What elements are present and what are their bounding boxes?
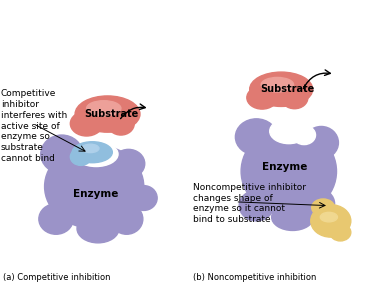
Ellipse shape xyxy=(270,119,308,144)
Ellipse shape xyxy=(272,204,314,231)
Ellipse shape xyxy=(300,188,335,219)
Text: (b) Noncompetitive inhibition: (b) Noncompetitive inhibition xyxy=(193,272,317,282)
Ellipse shape xyxy=(70,148,91,165)
Text: Enzyme: Enzyme xyxy=(74,189,119,199)
Text: Substrate: Substrate xyxy=(84,109,139,119)
Ellipse shape xyxy=(236,119,277,155)
Ellipse shape xyxy=(261,77,294,92)
Ellipse shape xyxy=(320,212,337,222)
Ellipse shape xyxy=(44,144,144,229)
Ellipse shape xyxy=(312,199,335,216)
Ellipse shape xyxy=(241,127,337,215)
Ellipse shape xyxy=(112,149,145,178)
Ellipse shape xyxy=(239,190,273,221)
Ellipse shape xyxy=(281,87,308,109)
Ellipse shape xyxy=(108,112,134,135)
Ellipse shape xyxy=(330,224,351,241)
Ellipse shape xyxy=(250,72,313,106)
Ellipse shape xyxy=(293,125,316,144)
Ellipse shape xyxy=(131,185,157,210)
Ellipse shape xyxy=(304,127,339,159)
Ellipse shape xyxy=(311,205,351,237)
Ellipse shape xyxy=(87,101,121,116)
Ellipse shape xyxy=(74,142,118,166)
Ellipse shape xyxy=(70,111,103,136)
Ellipse shape xyxy=(110,204,143,234)
Text: Enzyme: Enzyme xyxy=(262,163,308,173)
Text: Substrate: Substrate xyxy=(260,84,314,94)
Ellipse shape xyxy=(75,96,140,132)
Ellipse shape xyxy=(72,142,112,163)
Ellipse shape xyxy=(82,144,99,153)
Ellipse shape xyxy=(247,86,277,109)
Text: Competitive
inhibitor
interferes with
active site of
enzyme so
substrate
cannot : Competitive inhibitor interferes with ac… xyxy=(1,89,67,163)
Ellipse shape xyxy=(41,135,83,173)
Ellipse shape xyxy=(39,204,73,234)
Text: (a) Competitive inhibition: (a) Competitive inhibition xyxy=(3,272,110,282)
Text: Noncompetitive inhibitor
changes shape of
enzyme so it cannot
bind to substrate: Noncompetitive inhibitor changes shape o… xyxy=(193,183,306,224)
Ellipse shape xyxy=(77,214,119,243)
